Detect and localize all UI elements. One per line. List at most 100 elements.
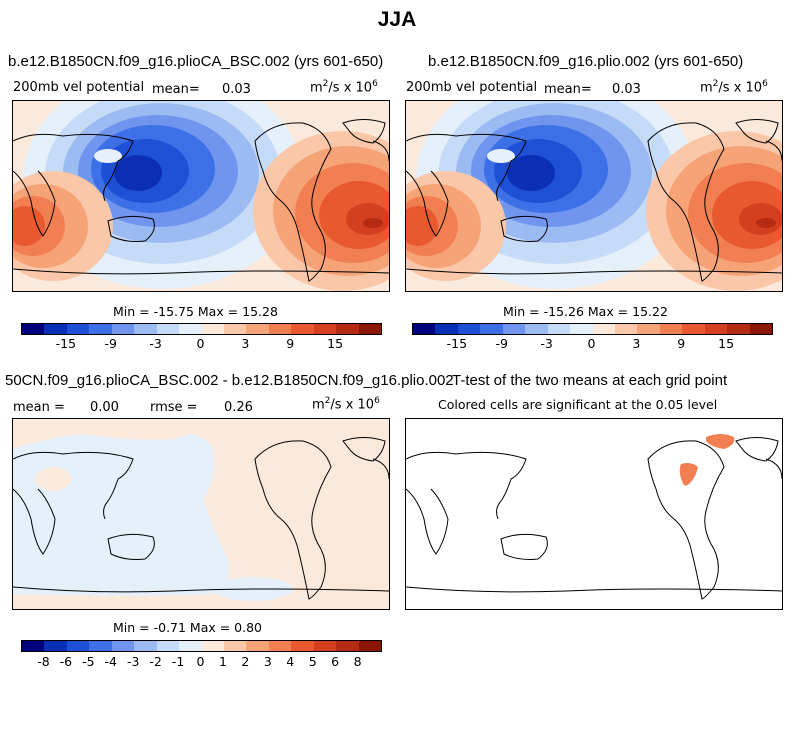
panel2-minmax: Min = -15.26 Max = 15.22 xyxy=(503,304,668,319)
colorbar-tick-label: -9 xyxy=(495,336,508,351)
panel3-map xyxy=(12,418,390,610)
panel2-colorbar-bin xyxy=(502,324,526,334)
panel2-mean-label: mean= xyxy=(544,82,592,97)
panel4-map-plot xyxy=(406,419,782,609)
panel2-title: b.e12.B1850CN.f09_g16.plio.002 (yrs 601-… xyxy=(428,53,744,70)
panel2-colorbar xyxy=(412,323,773,335)
colorbar-tick-label: 3 xyxy=(263,654,272,669)
panel1-colorbar-bin xyxy=(201,324,224,334)
panel3-colorbar-bin xyxy=(268,641,292,651)
panel4-europe xyxy=(765,458,782,480)
panel4-africa xyxy=(406,488,449,555)
panel1-americas xyxy=(254,122,332,282)
panel3-units: m2/s x 106 xyxy=(312,396,380,413)
colorbar-tick-label: 9 xyxy=(677,336,686,351)
panel1-colorbar-bin xyxy=(66,324,90,334)
colorbar-tick-label: 15 xyxy=(718,336,735,351)
panel3-colorbar-bin xyxy=(358,641,381,651)
panel1-colorbar-bin xyxy=(223,324,247,334)
colorbar-tick-label: -15 xyxy=(55,336,77,351)
panel1-minmax: Min = -15.75 Max = 15.28 xyxy=(113,304,278,319)
panel3-greenland xyxy=(342,437,386,462)
panel2-colorbar-bin xyxy=(457,324,481,334)
panel2-pos-east-6 xyxy=(756,218,776,228)
colorbar-tick-label: 9 xyxy=(286,336,295,351)
colorbar-tick-label: 1 xyxy=(218,654,227,669)
panel3-colorbar-bin xyxy=(201,641,224,651)
panel2-colorbar-bin xyxy=(435,324,458,334)
panel3-africa xyxy=(13,488,56,555)
panel4-background xyxy=(406,419,782,609)
panel3-positive-patch xyxy=(35,467,71,491)
panel3-colorbar xyxy=(21,640,382,652)
panel1-europe xyxy=(372,140,389,162)
colorbar-tick-label: 4 xyxy=(286,654,295,669)
panel3-colorbar-bin xyxy=(134,641,157,651)
panel2-colorbar-bin xyxy=(749,324,772,334)
panel3-colorbar-bin xyxy=(44,641,67,651)
panel4-asia xyxy=(406,451,527,520)
panel3-map-plot xyxy=(13,419,389,609)
panel2-mean-value: 0.03 xyxy=(612,82,641,97)
panel2-units: m2/s x 106 xyxy=(700,79,768,96)
panel1-colorbar xyxy=(21,323,382,335)
panel3-americas xyxy=(254,440,332,600)
panel3-title: 50CN.f09_g16.plioCA_BSC.002 - b.e12.B185… xyxy=(5,372,454,389)
panel3-colorbar-bin xyxy=(179,641,202,651)
panel4-coastlines xyxy=(406,437,782,600)
panel4-significant-cell xyxy=(706,434,735,449)
panel3-asia xyxy=(13,451,134,520)
panel2-colorbar-bin xyxy=(704,324,728,334)
panel1-colorbar-bin xyxy=(22,324,45,334)
panel1-colorbar-bin xyxy=(313,324,337,334)
panel1-colorbar-bin xyxy=(336,324,359,334)
panel3-rmse-label: rmse = xyxy=(150,400,198,415)
panel1-colorbar-bin xyxy=(134,324,157,334)
panel4-australia xyxy=(500,533,548,560)
colorbar-tick-label: 0 xyxy=(196,654,205,669)
panel1-pos-west-4 xyxy=(13,206,45,246)
panel2-map xyxy=(405,100,783,292)
panel1-colorbar-bin xyxy=(111,324,135,334)
panel1-colorbar-ticks: -15 -9 -3 0 3 9 15 xyxy=(21,336,380,352)
panel3-rmse-value: 0.26 xyxy=(224,400,253,415)
panel3-mean-value: 0.00 xyxy=(90,400,119,415)
panel3-antarctica xyxy=(13,586,389,593)
colorbar-tick-label: -15 xyxy=(446,336,468,351)
panel1-mean-label: mean= xyxy=(152,82,200,97)
panel1-map xyxy=(12,100,390,292)
panel2-colorbar-bin xyxy=(727,324,750,334)
panel1-map-plot xyxy=(13,101,389,291)
panel4-americas xyxy=(647,440,725,600)
panel1-antarctica xyxy=(13,268,389,275)
panel1-title: b.e12.B1850CN.f09_g16.plioCA_BSC.002 (yr… xyxy=(8,53,384,70)
panel1-units: m2/s x 106 xyxy=(310,79,378,96)
panel2-africa xyxy=(406,170,449,237)
panel2-variable-label: 200mb vel potential xyxy=(406,80,538,95)
panel1-colorbar-bin xyxy=(89,324,112,334)
panel1-colorbar-bin xyxy=(268,324,292,334)
panel1-colorbar-bin xyxy=(291,324,314,334)
panel1-asia xyxy=(13,133,134,202)
panel3-colorbar-bin xyxy=(66,641,90,651)
panel3-colorbar-bin xyxy=(156,641,180,651)
colorbar-tick-label: 5 xyxy=(308,654,317,669)
panel3-colorbar-bin xyxy=(223,641,247,651)
panel2-australia xyxy=(500,215,548,242)
colorbar-tick-label: -3 xyxy=(540,336,553,351)
panel1-colorbar-bin xyxy=(179,324,202,334)
panel1-colorbar-bin xyxy=(246,324,269,334)
panel3-colorbar-bin xyxy=(313,641,337,651)
panel2-neg-contour-7 xyxy=(507,155,555,191)
panel2-coastlines xyxy=(406,119,782,282)
colorbar-tick-label: -2 xyxy=(149,654,162,669)
panel4-antarctica xyxy=(406,586,782,593)
panel1-mean-value: 0.03 xyxy=(222,82,251,97)
colorbar-tick-label: -3 xyxy=(149,336,162,351)
panel1-coastlines xyxy=(13,119,389,282)
panel1-variable-label: 200mb vel potential xyxy=(13,80,145,95)
panel2-colorbar-bin xyxy=(637,324,660,334)
panel4-greenland xyxy=(735,437,779,462)
panel4-significant-cell xyxy=(679,463,698,486)
panel3-colorbar-bin xyxy=(89,641,112,651)
